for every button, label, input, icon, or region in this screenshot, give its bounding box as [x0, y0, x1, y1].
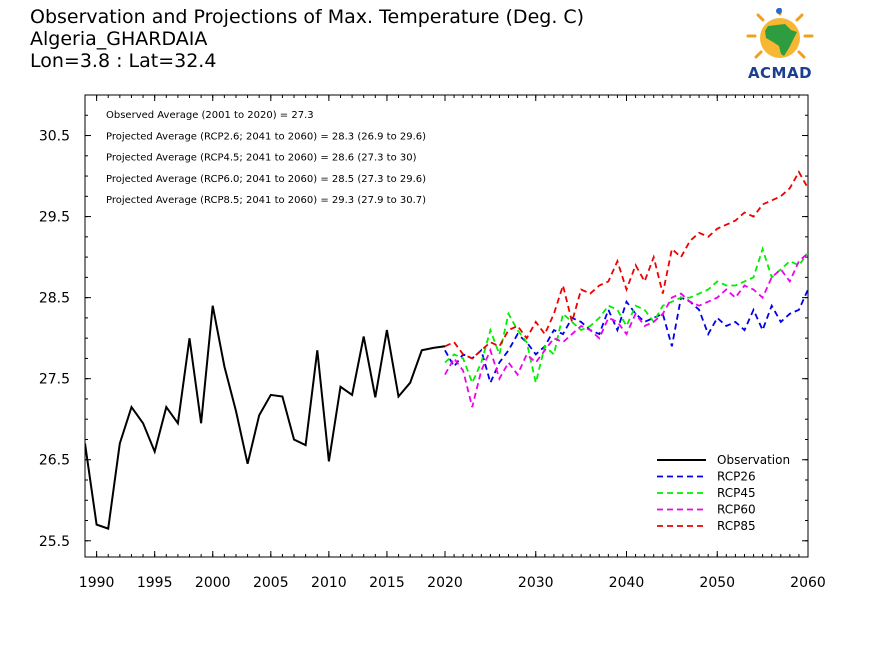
x-tick-label: 2040: [609, 575, 645, 591]
title-block: Observation and Projections of Max. Temp…: [30, 6, 584, 72]
africa-sun-logo-icon: [746, 6, 814, 59]
y-tick-label: 26.5: [39, 453, 70, 469]
y-tick-label: 28.5: [39, 291, 70, 307]
x-tick-label: 1990: [79, 575, 115, 591]
station-name: Algeria_GHARDAIA: [30, 28, 208, 50]
stats-annotation: Projected Average (RCP8.5; 2041 to 2060)…: [106, 195, 426, 206]
legend-label: RCP85: [717, 519, 756, 533]
x-tick-label: 2060: [790, 575, 826, 591]
legend-label: Observation: [717, 453, 790, 467]
x-tick-label: 2010: [311, 575, 347, 591]
plot-frame: [84, 94, 809, 558]
x-tick-label: 2020: [427, 575, 463, 591]
y-tick-label: 25.5: [39, 534, 70, 550]
x-tick-label: 2015: [369, 575, 405, 591]
series-line-observation: [85, 305, 446, 530]
series-line-rcp26: [444, 289, 808, 386]
stats-annotation: Observed Average (2001 to 2020) = 27.3: [106, 110, 314, 121]
y-tick-label: 27.5: [39, 372, 70, 388]
legend-label: RCP45: [717, 486, 756, 500]
chart-title: Observation and Projections of Max. Temp…: [30, 6, 585, 28]
x-tick-label: 2000: [195, 575, 231, 591]
station-coordinates: Lon=3.8 : Lat=32.4: [30, 50, 217, 72]
stats-annotation: Projected Average (RCP4.5; 2041 to 2060)…: [106, 153, 417, 164]
x-tick-label: 1995: [137, 575, 173, 591]
acmad-logo: ACMAD: [735, 6, 825, 86]
x-tick-label: 2050: [699, 575, 735, 591]
series-line-rcp85: [444, 170, 808, 360]
y-tick-label: 29.5: [39, 210, 70, 226]
acmad-logo-text: ACMAD: [747, 64, 813, 82]
legend-label: RCP26: [717, 470, 756, 484]
stats-annotation: Projected Average (RCP6.0; 2041 to 2060)…: [106, 174, 426, 185]
x-tick-label: 2005: [253, 575, 289, 591]
y-tick-label: 30.5: [39, 129, 70, 145]
x-tick-label: 2030: [518, 575, 554, 591]
stats-annotation: Projected Average (RCP2.6; 2041 to 2060)…: [106, 131, 426, 142]
series-line-rcp60: [444, 252, 808, 408]
legend-label: RCP60: [717, 503, 756, 517]
